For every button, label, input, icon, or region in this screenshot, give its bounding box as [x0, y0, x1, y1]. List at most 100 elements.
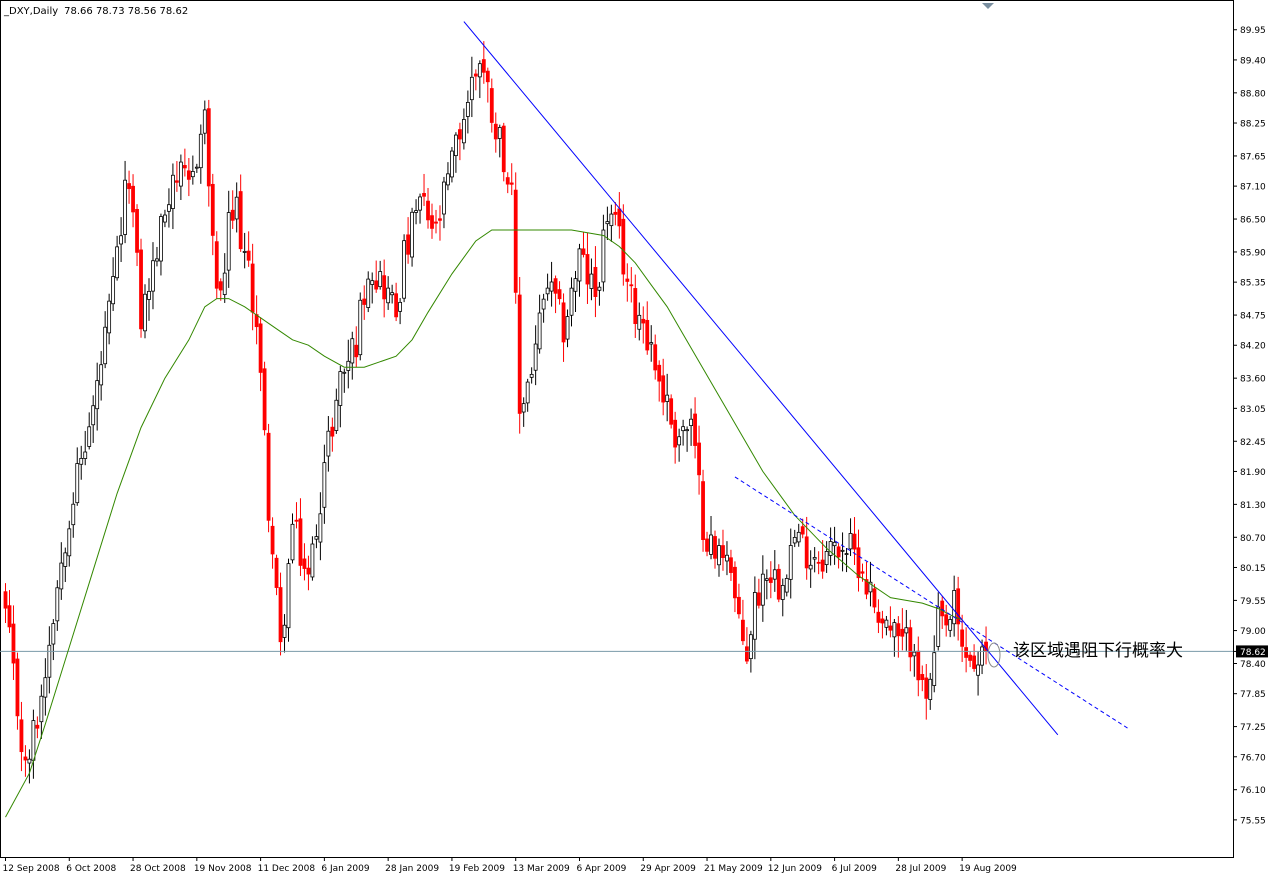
- candle-body: [920, 674, 925, 680]
- candle-body: [103, 326, 108, 365]
- price-tick-label: 76.10: [1240, 786, 1266, 796]
- candle-body: [517, 294, 522, 414]
- candle-body: [314, 536, 319, 540]
- candle-body: [912, 651, 917, 657]
- candle-body: [832, 541, 837, 547]
- price-tick-label: 85.90: [1240, 248, 1266, 258]
- ohlc-readout: 78.66 78.73 78.56 78.62: [64, 6, 188, 17]
- time-tick-label: 19 Aug 2009: [959, 864, 1017, 874]
- candle-body: [218, 281, 223, 291]
- candle-body: [637, 314, 642, 330]
- candle-body: [477, 63, 482, 78]
- candle-body: [860, 571, 865, 574]
- candle-body: [51, 623, 56, 645]
- candle-body: [370, 280, 375, 285]
- candle-body: [497, 127, 502, 139]
- candle-body: [633, 288, 638, 324]
- candle-body: [139, 249, 143, 330]
- candle-body: [589, 273, 594, 289]
- candle-body: [721, 545, 725, 558]
- candle-body: [83, 451, 88, 459]
- time-tick-label: 28 Oct 2008: [130, 864, 186, 874]
- candle-body: [465, 101, 470, 117]
- price-tick-label: 78.40: [1240, 660, 1266, 670]
- plot-frame: [0, 0, 1234, 858]
- candle-body: [406, 234, 410, 255]
- candle-body: [410, 211, 414, 258]
- candle-body: [302, 558, 307, 569]
- candle-body: [354, 344, 359, 358]
- time-tick-label: 6 Apr 2009: [576, 864, 626, 874]
- candle-body: [916, 650, 921, 681]
- price-tick-label: 89.40: [1240, 56, 1266, 66]
- candle-body: [3, 591, 8, 609]
- candle-body: [310, 543, 315, 578]
- candle-body: [585, 254, 590, 285]
- candle-body: [79, 457, 84, 465]
- candle-body: [828, 541, 833, 556]
- candle-body: [888, 625, 893, 631]
- candle-body: [617, 208, 622, 227]
- candle-body: [99, 364, 104, 386]
- candle-body: [657, 364, 662, 382]
- candle-body: [418, 196, 422, 211]
- candle-body: [298, 518, 303, 566]
- candle-body: [820, 559, 825, 572]
- candle-body: [27, 758, 32, 764]
- candle-body: [194, 166, 199, 169]
- price-tick-label: 75.55: [1240, 816, 1266, 826]
- candle-body: [521, 403, 526, 413]
- candle-body: [378, 271, 383, 288]
- shift-marker-icon[interactable]: [982, 3, 994, 9]
- time-tick-label: 12 Jun 2009: [768, 864, 822, 874]
- candle-body: [741, 619, 745, 642]
- time-tick-label: 28 Jul 2009: [895, 864, 946, 874]
- candle-body: [318, 513, 323, 543]
- candle-body: [402, 240, 407, 299]
- candle-body: [414, 210, 418, 213]
- candle-body: [322, 462, 327, 508]
- candle-body: [282, 624, 287, 638]
- candle-body: [342, 371, 347, 374]
- candle-body: [673, 419, 678, 448]
- candle-body: [107, 300, 112, 334]
- current-price-label: 78.62: [1240, 648, 1266, 658]
- candle-body: [222, 272, 227, 295]
- candle-body: [836, 546, 841, 558]
- candle-body: [250, 263, 255, 313]
- candle-body: [330, 426, 335, 437]
- candle-body: [553, 278, 558, 294]
- candle-body: [748, 634, 753, 660]
- candle-body: [733, 566, 737, 599]
- candle-body: [123, 179, 127, 235]
- candle-body: [940, 600, 945, 617]
- candle-body: [808, 564, 813, 570]
- candle-body: [115, 246, 120, 279]
- candle-body: [760, 573, 765, 606]
- candle-body: [509, 182, 514, 185]
- candle-body: [653, 344, 658, 371]
- candle-body: [529, 373, 534, 378]
- resistance-trendline: [463, 21, 1059, 736]
- candle-body: [238, 191, 243, 250]
- candle-body: [681, 426, 686, 432]
- candle-body: [641, 318, 646, 324]
- candle-body: [35, 724, 40, 729]
- candle-body: [147, 290, 151, 300]
- candle-body: [541, 298, 546, 310]
- candle-body: [932, 652, 937, 686]
- candle-body: [629, 284, 634, 287]
- candle-body: [792, 536, 797, 544]
- time-tick-label: 29 Apr 2009: [640, 864, 696, 874]
- candle-body: [67, 528, 72, 557]
- candle-body: [844, 553, 849, 555]
- candle-body: [904, 627, 909, 634]
- candle-body: [242, 251, 247, 253]
- candle-body: [605, 221, 610, 225]
- candle-body: [59, 562, 64, 590]
- time-tick-label: 21 May 2009: [704, 864, 763, 874]
- candle-body: [876, 611, 881, 623]
- candle-body: [872, 588, 877, 608]
